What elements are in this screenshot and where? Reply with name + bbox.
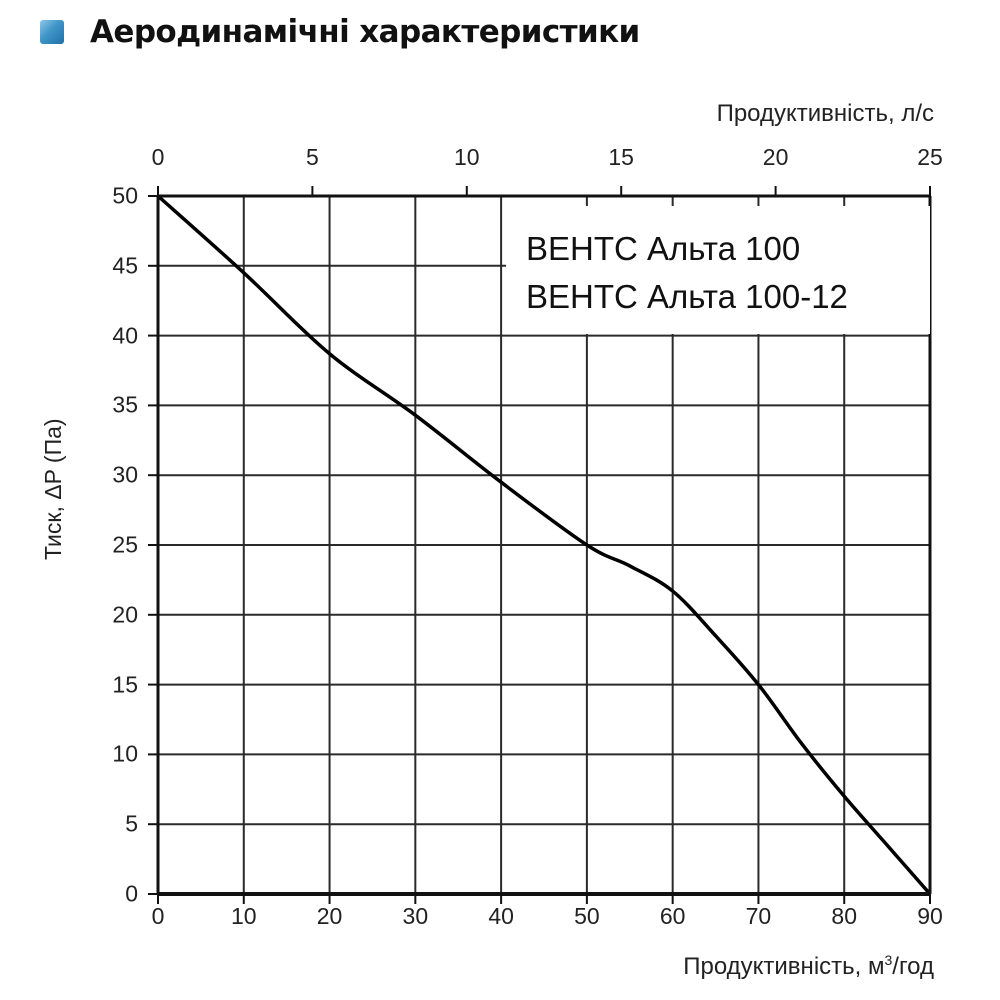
x-tick-label: 70 — [745, 903, 772, 929]
header: Аеродинамічні характеристики — [40, 14, 640, 50]
x-top-tick-label: 0 — [151, 144, 165, 170]
x-tick-label: 40 — [488, 903, 514, 929]
x-tick-label: 50 — [574, 903, 600, 929]
y-tick-label: 25 — [112, 531, 138, 558]
legend-box: ВЕНТС Альта 100 ВЕНТС Альта 100-12 — [506, 206, 930, 334]
y-tick-label: 15 — [112, 671, 138, 698]
y-tick-label: 40 — [112, 322, 138, 349]
y-tick-label: 30 — [112, 461, 138, 488]
pressure-curve — [156, 194, 932, 896]
bottom-axis-label: Продуктивність, м3/год — [683, 952, 934, 980]
plot-frame — [148, 186, 932, 904]
y-tick-label: 35 — [112, 391, 138, 418]
x-tick-label: 30 — [402, 903, 429, 929]
page-title: Аеродинамічні характеристики — [90, 14, 640, 50]
x-top-tick-label: 10 — [454, 144, 480, 170]
y-tick-label: 0 — [125, 880, 138, 907]
legend-item-2: ВЕНТС Альта 100-12 — [526, 278, 848, 315]
x-top-tick-label: 25 — [917, 144, 943, 170]
x-tick-label: 80 — [831, 903, 858, 929]
x-tick-label: 0 — [151, 903, 165, 929]
y-tick-label: 10 — [112, 740, 138, 767]
blue-square-icon — [40, 20, 64, 44]
x-tick-label: 90 — [917, 903, 943, 929]
x-top-tick-label: 15 — [608, 144, 634, 170]
legend-item-1: ВЕНТС Альта 100 — [526, 230, 801, 267]
y-tick-label: 50 — [112, 182, 138, 209]
x-top-tick-label: 5 — [305, 144, 319, 170]
y-tick-label: 45 — [112, 252, 138, 279]
x-tick-label: 60 — [659, 903, 686, 929]
x-top-tick-label: 20 — [762, 144, 789, 170]
x-tick-label: 20 — [316, 903, 343, 929]
x-tick-label: 10 — [230, 903, 257, 929]
y-tick-label: 5 — [125, 810, 138, 837]
top-axis-label: Продуктивність, л/с — [716, 100, 934, 127]
y-tick-label: 20 — [112, 601, 138, 628]
